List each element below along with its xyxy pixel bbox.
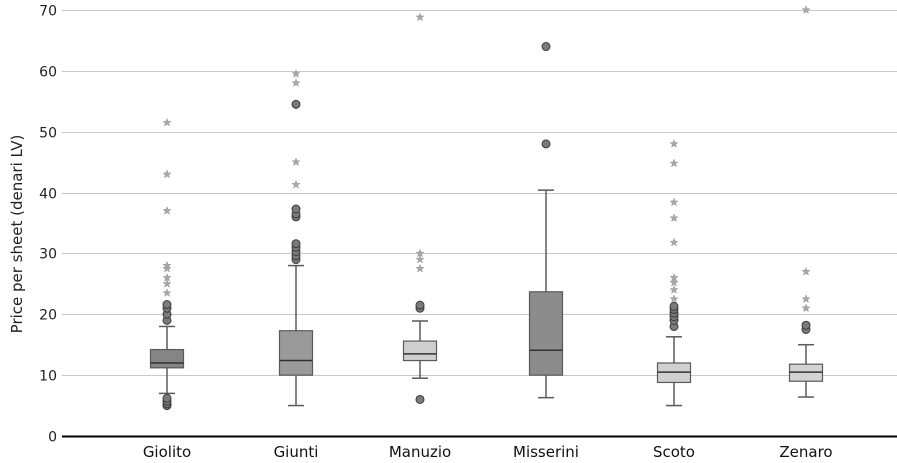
- extreme-marker: [291, 179, 301, 189]
- x-axis-labels: Giolito Giunti Manuzio Misserini Scoto Zenaro: [143, 443, 833, 461]
- extreme-marker: [162, 263, 172, 273]
- box-group: [528, 42, 564, 399]
- y-tick-label: 40: [39, 187, 57, 203]
- outlier-marker: [291, 204, 301, 214]
- box-group: [278, 68, 314, 407]
- extreme-marker: [162, 260, 172, 270]
- y-tick-label: 50: [39, 126, 57, 142]
- extreme-marker: [801, 294, 811, 304]
- extreme-marker: [801, 303, 811, 313]
- extreme-marker: [669, 277, 679, 287]
- extreme-marker: [162, 205, 172, 215]
- x-category-label: Giolito: [143, 443, 191, 461]
- y-tick-label: 60: [39, 65, 57, 81]
- box-group: [656, 138, 692, 407]
- x-category-label: Manuzio: [389, 443, 451, 461]
- extreme-marker: [291, 157, 301, 167]
- y-tick-label: 70: [39, 4, 57, 20]
- box-iqr: [528, 291, 564, 376]
- outlier-marker: [801, 320, 811, 330]
- box-group: [402, 12, 438, 404]
- extreme-marker: [415, 12, 425, 22]
- extreme-marker: [415, 263, 425, 273]
- extreme-marker: [801, 5, 811, 14]
- box-iqr: [402, 340, 438, 362]
- y-tick-label: 0: [48, 430, 57, 446]
- y-tick-label: 30: [39, 247, 57, 263]
- outlier-marker: [415, 300, 425, 310]
- extreme-marker: [669, 158, 679, 168]
- x-category-label: Misserini: [513, 443, 579, 461]
- extreme-marker: [291, 68, 301, 78]
- y-tick-label: 10: [39, 369, 57, 385]
- extreme-marker: [291, 78, 301, 87]
- box-iqr: [278, 330, 314, 376]
- extreme-marker: [669, 197, 679, 207]
- extreme-marker: [415, 248, 425, 258]
- outlier-marker: [291, 99, 301, 109]
- box-group: [788, 5, 824, 398]
- extreme-marker: [669, 294, 679, 304]
- x-category-label: Scoto: [653, 443, 695, 461]
- outlier-marker: [541, 42, 551, 52]
- extreme-marker: [415, 254, 425, 264]
- extreme-marker: [162, 278, 172, 288]
- plot-area: [149, 5, 824, 411]
- x-category-label: Zenaro: [779, 443, 832, 461]
- outlier-marker: [669, 301, 679, 311]
- extreme-marker: [669, 213, 679, 223]
- extreme-marker: [669, 272, 679, 282]
- gridlines: [62, 10, 897, 376]
- y-axis-title: Price per sheet (denari LV): [8, 135, 26, 334]
- x-category-label: Giunti: [274, 443, 319, 461]
- outlier-marker: [162, 393, 172, 403]
- outlier-marker: [291, 239, 301, 249]
- extreme-marker: [162, 169, 172, 179]
- outlier-marker: [162, 300, 172, 310]
- extreme-marker: [669, 138, 679, 148]
- y-axis-ticks: 0 10 20 30 40 50 60 70: [39, 4, 57, 446]
- extreme-marker: [162, 117, 172, 127]
- y-tick-label: 20: [39, 308, 57, 324]
- extreme-marker: [162, 272, 172, 282]
- extreme-marker: [669, 237, 679, 247]
- extreme-marker: [162, 288, 172, 297]
- outlier-marker: [541, 139, 551, 149]
- box-group: [149, 117, 185, 411]
- outlier-marker: [415, 394, 425, 404]
- extreme-marker: [801, 266, 811, 276]
- box-iqr: [149, 348, 185, 369]
- extreme-marker: [669, 284, 679, 294]
